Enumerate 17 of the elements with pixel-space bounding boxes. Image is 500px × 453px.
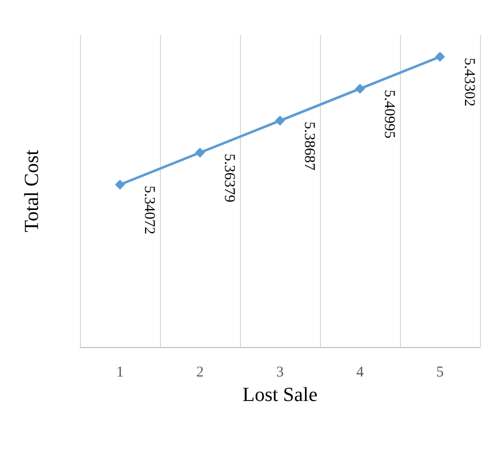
x-tick-label: 5 <box>436 364 444 380</box>
data-label: 5.43302 <box>461 58 477 106</box>
x-tick-label: 2 <box>196 364 204 380</box>
x-axis-title: Lost Sale <box>242 384 318 406</box>
point <box>115 180 125 190</box>
point <box>355 84 365 94</box>
point <box>195 148 205 158</box>
data-label: 5.34072 <box>141 186 157 234</box>
x-tick-label: 4 <box>356 364 364 380</box>
x-tick-label: 3 <box>276 364 284 380</box>
data-label: 5.40995 <box>381 90 397 138</box>
point <box>275 116 285 126</box>
data-label: 5.36379 <box>221 154 237 202</box>
point <box>435 52 445 62</box>
x-tick-label: 1 <box>116 364 124 380</box>
y-axis-title: Total Cost <box>21 149 43 232</box>
data-label: 5.38687 <box>301 122 317 171</box>
